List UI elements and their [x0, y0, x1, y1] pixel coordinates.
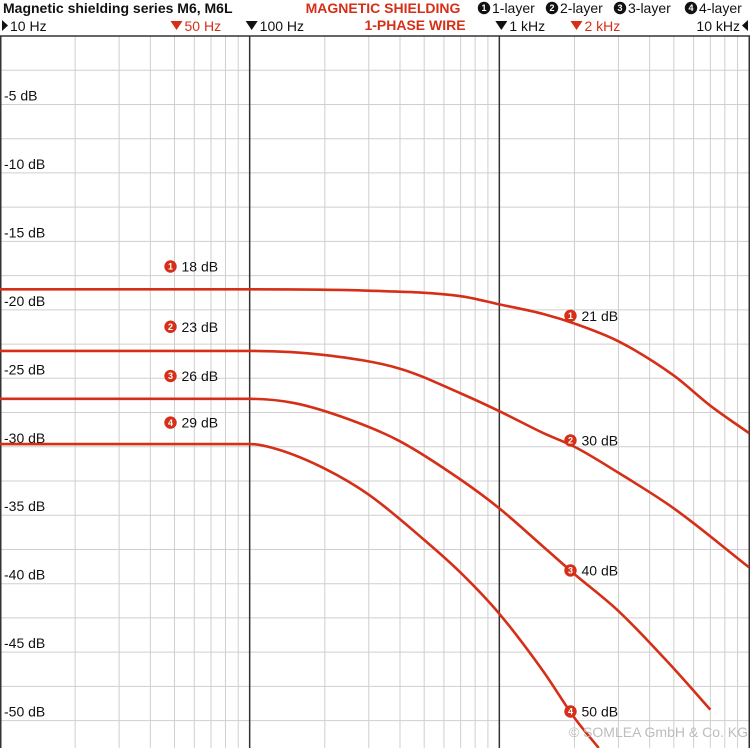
series-line-3	[0, 397, 712, 711]
series-badge-3	[564, 564, 577, 577]
right-triangle-icon	[2, 20, 8, 31]
chart-subtitle-line2: 1-PHASE WIRE	[364, 17, 465, 33]
y-tick-label: -50 dB	[4, 704, 45, 720]
series-badge-1	[564, 309, 577, 322]
y-tick-label: -15 dB	[4, 224, 45, 240]
legend-badge-number: 1	[481, 3, 486, 13]
legend-badge-1	[477, 1, 491, 15]
data-label: 30 dB	[581, 432, 618, 448]
y-tick-label: -5 dB	[4, 87, 37, 103]
down-triangle-icon	[170, 21, 183, 30]
data-label: 26 dB	[182, 368, 219, 384]
legend-badge-3	[613, 1, 627, 15]
data-label: 40 dB	[581, 562, 618, 578]
legend-badge-4	[684, 1, 698, 15]
legend-item-1: 1-layer	[492, 0, 535, 16]
x-marker-label: 100 Hz	[260, 18, 304, 34]
series-badge-3	[164, 369, 177, 383]
legend-badge-2	[545, 1, 559, 15]
series-badge-1	[164, 260, 177, 273]
chart-grid	[0, 35, 749, 748]
data-label: 21 dB	[581, 308, 618, 324]
x-marker-label: 10 Hz	[10, 18, 47, 34]
down-triangle-icon	[495, 21, 508, 30]
series-badge-number: 1	[168, 262, 173, 272]
y-tick-label: -35 dB	[4, 498, 45, 514]
series-badge-4	[164, 416, 177, 429]
data-label: 29 dB	[182, 415, 219, 431]
copyright-text: © SOMLEA GmbH & Co. KG	[569, 724, 748, 740]
legend-item-3: 3-layer	[628, 0, 671, 16]
down-triangle-icon	[570, 21, 583, 30]
series-badge-number: 3	[168, 371, 173, 381]
series-curves	[0, 288, 750, 748]
series-badge-2	[564, 434, 577, 447]
series-badge-number: 1	[568, 311, 573, 321]
x-marker-label: 10 kHz	[696, 18, 740, 34]
series-badge-number: 3	[568, 566, 573, 576]
down-triangle-icon	[245, 21, 258, 30]
x-marker-label: 2 kHz	[584, 18, 620, 34]
series-line-1	[0, 288, 750, 435]
series-badge-number: 2	[568, 436, 573, 446]
chart-title: Magnetic shielding series M6, M6L	[3, 0, 233, 16]
legend-badge-number: 4	[688, 3, 693, 13]
x-axis-markers: 10 Hz 50 Hz 100 Hz 1 kHz 2 kHz 10 kHz	[2, 18, 748, 34]
chart-subtitle-line1: MAGNETIC SHIELDING	[306, 0, 461, 16]
x-marker-label: 50 Hz	[185, 18, 222, 34]
legend-item-4: 4-layer	[699, 0, 742, 16]
legend-badge-number: 3	[617, 3, 622, 13]
data-label: 23 dB	[182, 319, 219, 335]
series-badge-2	[164, 320, 177, 333]
series-badge-number: 4	[168, 418, 173, 428]
series-badge-number: 2	[168, 322, 173, 332]
data-label: 50 dB	[581, 704, 618, 720]
y-tick-label: -30 dB	[4, 430, 45, 446]
chart-header: Magnetic shielding series M6, M6L MAGNET…	[2, 0, 748, 34]
y-tick-label: -25 dB	[4, 361, 45, 377]
series-line-2	[0, 349, 750, 569]
y-tick-label: -10 dB	[4, 156, 45, 172]
legend-badge-number: 2	[549, 3, 554, 13]
left-triangle-icon	[742, 20, 748, 31]
y-tick-label: -45 dB	[4, 635, 45, 651]
data-labels: 1 18 dB 2 23 dB 3 26 dB 4 29 dB 1 21 dB 2 30 dB 3 40 …	[164, 259, 618, 720]
legend-item-2: 2-layer	[560, 0, 603, 16]
series-badge-number: 4	[568, 707, 573, 717]
y-axis-labels: -5 dB -10 dB -15 dB -20 dB -25 dB -30 dB -35 d…	[4, 87, 45, 719]
chart-frame	[0, 35, 750, 748]
data-label: 18 dB	[182, 259, 219, 275]
legend: 1 1-layer 2 2-layer 3 3-layer 4 4-layer	[477, 0, 742, 16]
y-tick-label: -40 dB	[4, 567, 45, 583]
x-marker-label: 1 kHz	[509, 18, 545, 34]
series-line-4	[0, 442, 600, 748]
series-badge-4	[564, 705, 577, 718]
y-tick-label: -20 dB	[4, 293, 45, 309]
